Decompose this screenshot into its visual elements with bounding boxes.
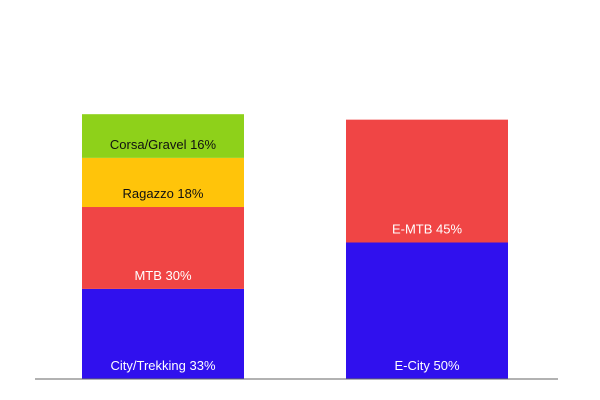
bar-segment — [82, 288, 244, 379]
bar-segment — [82, 207, 244, 289]
segment-label: MTB 30% — [134, 268, 192, 283]
segment-label: E-City 50% — [394, 358, 459, 373]
segment-label: Corsa/Gravel 16% — [110, 137, 217, 152]
bar-segment — [82, 114, 244, 158]
bar-segment — [346, 242, 508, 379]
bar-segment — [346, 119, 508, 243]
bar-segment — [82, 157, 244, 208]
segment-labels-layer: City/Trekking 33% MTB 30% Ragazzo 18% Corsa… — [110, 137, 463, 373]
bars-layer — [82, 114, 508, 379]
segment-label: City/Trekking 33% — [111, 358, 216, 373]
segment-label: Ragazzo 18% — [123, 186, 204, 201]
segment-label: E-MTB 45% — [392, 222, 463, 237]
